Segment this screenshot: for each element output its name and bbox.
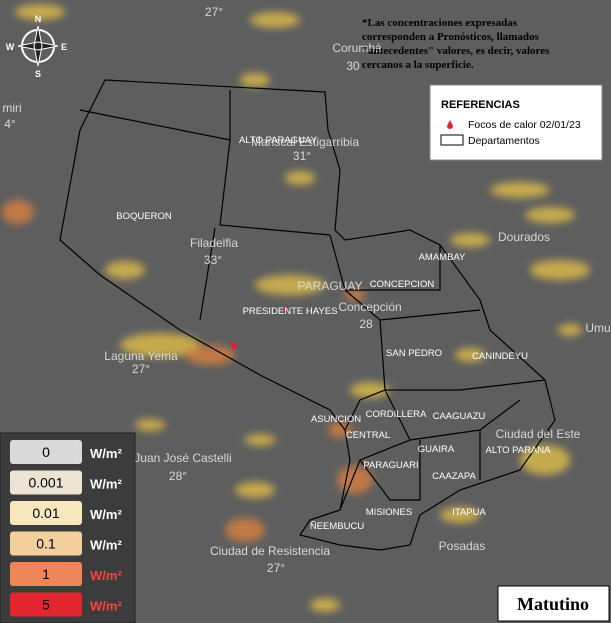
scale-swatch [10,592,82,617]
label: 27° [205,5,223,19]
department-label: PRESIDENTE HAYES [243,306,338,317]
department-label: ALTO PARAGUAY [239,135,318,146]
note-line: corresponden a Pronósticos, llamados [362,31,540,43]
scale-unit: W/m² [90,568,122,583]
scale-value: 5 [42,597,50,613]
label: 27° [267,561,285,575]
department-label: PARAGUARI [363,460,418,471]
label: 31° [293,149,311,163]
scale-value: 0.01 [32,505,59,521]
label: Corumbá [332,41,382,55]
label: Juan José Castelli [134,451,231,465]
label: PARAGUAY [298,279,363,293]
department-symbol [440,134,464,146]
department-label: CAAZAPA [432,471,476,482]
department-label: AMAMBAY [419,252,466,263]
department-label: CANINDEYU [472,351,528,362]
period: Matutino [497,585,610,622]
scale-value: 1 [42,566,50,582]
scale-swatch [10,470,82,495]
note-line: cercanos a la superficie. [362,59,474,71]
scale-swatch [10,531,82,556]
department-label: MISIONES [366,507,412,518]
references-item: Departamentos [468,135,540,147]
department-label: CENTRAL [346,430,390,441]
scale-unit: W/m² [90,538,122,553]
department-label: CORDILLERA [366,409,427,420]
scale-unit: W/m² [90,599,122,614]
department-label: GUAIRA [418,444,455,455]
department-label: CONCEPCION [370,279,435,290]
label: 33° [204,253,222,267]
department-borders [59,79,556,551]
scale-panel [0,432,136,623]
period-label: Matutino [517,594,589,614]
scale-value: 0 [42,444,50,460]
note-line: *Las concentraciones expresadas [362,17,518,29]
references-item: Focos de calor 02/01/23 [468,119,581,131]
label: Laguna Yema [104,349,178,363]
compass-label: S [35,69,41,79]
scale-unit: W/m² [90,507,122,522]
label: 27° [132,362,150,376]
department-label: CAAGUAZU [433,411,486,422]
scale-unit: W/m² [90,446,122,461]
label: 30 [346,59,360,73]
scale-swatch [10,562,82,586]
heat-layer [2,4,590,612]
label: Posadas [439,539,486,553]
note-line: "antecedentes" valores, es decir, valore… [362,45,550,57]
label: 28 [359,317,373,331]
department-label: ALTO PARANA [486,445,552,456]
department-label: ÑEEMBUCU [310,521,365,532]
scale-value: 0.001 [28,475,63,491]
references-box [429,84,603,161]
department-label: BOQUERON [116,211,172,222]
label: 28° [169,469,187,483]
label: Concepción [338,300,401,314]
label: 4° [4,117,16,131]
compass-label: N [35,14,42,24]
fire-symbol [447,120,453,129]
department-label: ITAPUA [452,507,486,518]
references-title: REFERENCIAS [441,99,520,111]
label: Filadelfia [190,236,238,250]
scale-swatch [10,501,82,525]
note: *Las concentraciones expresadas correspo… [362,17,550,71]
references: REFERENCIAS Focos de calor 02/01/23 Depa… [429,84,603,161]
scale-swatch [10,440,82,464]
label: Mariscal Estigarribia [251,135,359,149]
label: Ciudad de Resistencia [210,544,330,558]
compass-label: E [61,42,67,52]
department-label: SAN PEDRO [386,348,442,359]
compass-label: W [6,42,15,52]
label: Dourados [498,230,550,244]
scale-value: 0.1 [36,536,56,552]
compass: N S E W [6,14,67,79]
scale-legend: 0 W/m² 0.001 W/m² 0.01 W/m² 0.1 W/m² 1 W/m² 5 W/m² [0,432,136,623]
label: Umu [585,321,610,335]
label: miri [2,101,21,115]
department-label: ASUNCION [311,414,361,425]
label: Ciudad del Este [496,427,581,441]
basemap-labels: 27° Corumbá 30 miri 4° Mariscal Estigarr… [2,5,610,575]
scale-unit: W/m² [90,477,122,492]
department-labels: ALTO PARAGUAY BOQUERON PRESIDENTE HAYES … [116,135,551,532]
period-box [497,585,610,622]
